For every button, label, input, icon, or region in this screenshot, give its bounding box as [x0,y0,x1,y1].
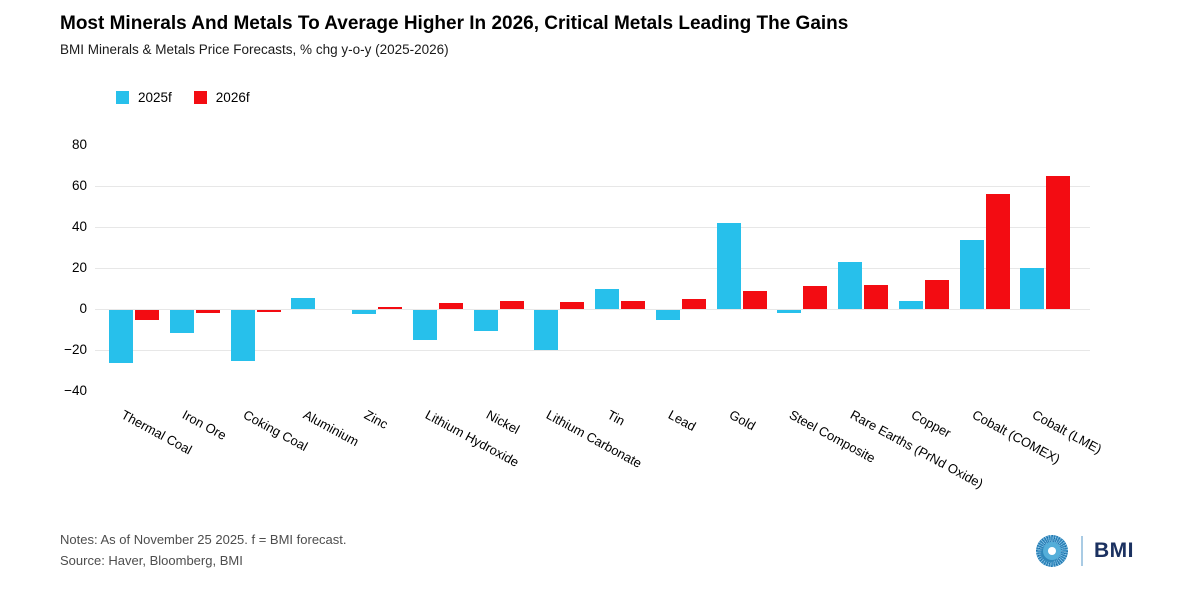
chart-title: Most Minerals And Metals To Average High… [60,13,849,34]
y-tick-label-0: 0 [79,301,87,316]
chart-subtitle: BMI Minerals & Metals Price Forecasts, %… [60,42,449,57]
y-tick-label-80: 80 [71,137,87,152]
x-tick-label-nickel: Nickel [483,407,522,438]
bar-2025f-rare-earths-prnd-oxide [838,261,862,309]
gridline-60 [95,186,1090,187]
bar-2026f-lead [681,298,706,310]
bar-2026f-tin [621,300,645,309]
bar-2025f-lithium-hydroxide [412,310,437,340]
bar-2025f-lithium-carbonate [534,310,559,350]
x-tick-label-tin: Tin [604,407,628,429]
bar-2025f-thermal-coal [109,310,133,364]
bar-2026f-lithium-carbonate [560,301,585,309]
y-tick-label--40: −40 [64,383,87,398]
gridline--20 [95,350,1090,351]
chart-legend: 2025f 2026f [116,90,250,105]
bmi-logo-icon [1036,535,1068,567]
footer-source: Source: Haver, Bloomberg, BMI [60,553,243,568]
bar-2025f-nickel [473,310,498,331]
legend-swatch-2025f [116,91,129,104]
y-tick-label-40: 40 [71,219,87,234]
bar-2025f-gold [716,222,741,309]
bar-2026f-iron-ore [195,310,220,314]
bar-2025f-lead [655,310,680,321]
bar-2026f-lithium-hydroxide [438,302,463,309]
x-tick-label-lithium-carbonate: Lithium Carbonate [544,407,645,471]
y-tick-label-20: 20 [71,260,87,275]
legend-label-2025f: 2025f [138,90,172,105]
gridline-0 [95,309,1090,310]
footer-notes: Notes: As of November 25 2025. f = BMI f… [60,532,347,547]
bar-2025f-cobalt-comex [959,240,984,309]
bar-2026f-cobalt-lme [1046,175,1071,310]
bar-2026f-copper [924,280,949,309]
bar-2026f-steel-composite [803,286,828,309]
legend-swatch-2026f [193,91,207,104]
brand-block: BMI [1036,535,1134,567]
bar-2025f-copper [898,300,923,309]
bar-2025f-coking-coal [230,310,255,362]
bar-2025f-steel-composite [777,310,802,314]
x-tick-label-lead: Lead [665,407,699,434]
bar-2026f-rare-earths-prnd-oxide [864,285,888,309]
bar-2025f-tin [595,288,619,309]
legend-label-2026f: 2026f [215,90,250,105]
bar-2025f-cobalt-lme [1020,268,1045,309]
bar-2025f-aluminium [291,297,316,309]
x-tick-label-aluminium: Aluminium [301,407,362,450]
x-tick-label-copper: Copper [908,407,954,441]
bar-2026f-gold [742,290,767,309]
bar-2025f-iron-ore [169,310,194,333]
legend-item-2026f: 2026f [193,90,250,105]
bar-2026f-coking-coal [256,310,281,312]
brand-divider [1081,536,1083,566]
legend-item-2025f: 2025f [116,90,172,105]
brand-name: BMI [1094,539,1134,562]
y-tick-label--20: −20 [64,342,87,357]
gridline-40 [95,227,1090,228]
bar-2025f-zinc [352,310,376,315]
x-tick-label-coking-coal: Coking Coal [240,407,310,454]
bar-2026f-thermal-coal [135,310,159,321]
bar-2026f-cobalt-comex [985,194,1010,309]
x-tick-label-iron-ore: Iron Ore [179,407,229,443]
gridline-20 [95,268,1090,269]
bar-2026f-zinc [378,306,402,309]
y-tick-label-60: 60 [71,178,87,193]
bar-2026f-nickel [499,300,524,309]
plot-area: 80 60 40 20 0 −20 −40 [64,137,1090,398]
x-tick-label-gold: Gold [726,407,758,434]
x-tick-label-zinc: Zinc [361,407,391,432]
